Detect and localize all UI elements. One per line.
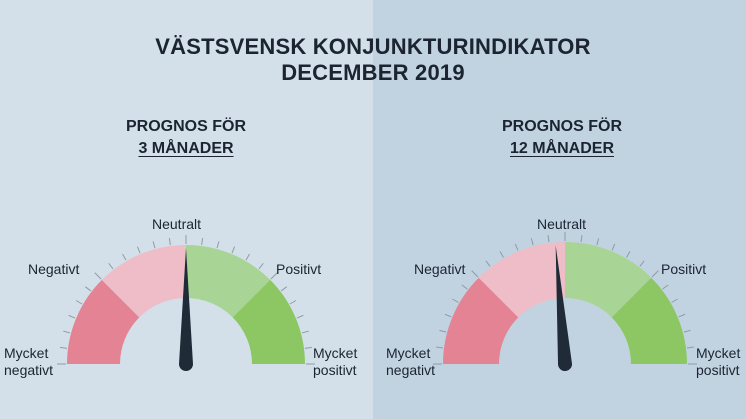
- gauge-tick: [84, 286, 92, 292]
- gauge-tick: [651, 270, 659, 278]
- label-neutral: Neutralt: [152, 216, 202, 232]
- gauge-tick: [471, 270, 479, 278]
- gauge-tick: [683, 329, 691, 333]
- gauge-tick: [296, 314, 304, 319]
- label-very-positive: Mycket positivt: [313, 345, 358, 378]
- gauge-tick: [108, 262, 114, 270]
- gauge-tick: [671, 298, 678, 303]
- gauge-tick: [245, 253, 250, 261]
- gauge-tick: [686, 346, 694, 349]
- gauge-tick: [136, 246, 141, 254]
- label-positive: Positivt: [276, 261, 322, 277]
- segment-very-positive: [232, 279, 305, 364]
- gauge-tick: [304, 346, 312, 349]
- page-title: VÄSTSVENSK KONJUNKTURINDIKATOR: [155, 34, 591, 59]
- gauge-tick: [216, 241, 220, 249]
- forecast-heading-line1: PROGNOS FÖR: [125, 118, 246, 135]
- gauge-tick: [452, 298, 459, 303]
- gauge-tick: [168, 238, 171, 246]
- gauge-tick: [639, 260, 645, 267]
- gauge-tick: [461, 284, 468, 290]
- gauge-tick: [439, 329, 447, 333]
- gauge-tick: [63, 330, 71, 334]
- segment-very-negative: [67, 279, 140, 364]
- gauge-tick: [436, 346, 444, 349]
- gauge-tick: [444, 313, 452, 318]
- gauge-3-months: Neutralt Negativt Positivt Mycket negati…: [0, 200, 373, 380]
- gauge-tick: [68, 314, 76, 319]
- label-positive: Positivt: [661, 261, 707, 277]
- gauge-tick: [485, 260, 491, 267]
- gauge-tick: [499, 251, 504, 258]
- forecast-period: 12 MÅNADER: [509, 140, 614, 157]
- gauge-tick: [547, 235, 550, 243]
- forecast-heading-3-months: PROGNOS FÖR 3 MÅNADER: [66, 116, 306, 160]
- label-negative: Negativt: [414, 261, 466, 277]
- segment-very-positive: [611, 277, 687, 364]
- gauge-tick: [75, 300, 83, 305]
- label-very-negative: Mycket negativt: [4, 345, 54, 378]
- forecast-heading-12-months: PROGNOS FÖR 12 MÅNADER: [442, 116, 682, 160]
- segment-negative: [101, 245, 186, 318]
- gauge-tick: [611, 243, 616, 251]
- gauge-tick: [201, 238, 204, 246]
- forecast-heading-line1: PROGNOS FÖR: [501, 118, 622, 135]
- segment-positive: [565, 242, 652, 318]
- gauge-tick: [270, 272, 278, 280]
- gauge-tick: [580, 235, 583, 243]
- gauge-ticks: [433, 232, 697, 365]
- segment-very-negative: [443, 277, 519, 364]
- gauge-tick: [94, 272, 102, 280]
- gauge-needle: [555, 245, 572, 371]
- gauge-tick: [301, 330, 309, 334]
- label-very-positive: Mycket positivt: [696, 345, 741, 378]
- gauge-svg: [433, 232, 697, 371]
- gauge-tick: [596, 238, 600, 246]
- segment-negative: [478, 242, 565, 318]
- gauge-svg: [57, 235, 315, 371]
- gauge-12-months: Neutralt Negativt Positivt Mycket negati…: [373, 200, 746, 380]
- page-subtitle: DECEMBER 2019: [281, 60, 465, 85]
- gauge-tick: [678, 313, 686, 318]
- gauge-tick: [231, 246, 236, 254]
- label-neutral: Neutralt: [537, 216, 587, 232]
- gauge-tick: [60, 346, 68, 349]
- gauge-ticks: [57, 235, 315, 365]
- gauge-tick: [280, 286, 288, 292]
- forecast-period: 3 MÅNADER: [138, 140, 234, 157]
- segment-positive: [186, 245, 271, 318]
- gauge-needle: [179, 248, 193, 371]
- gauge-tick: [530, 238, 534, 246]
- label-very-negative: Mycket negativt: [386, 345, 436, 378]
- gauge-tick: [258, 262, 264, 270]
- gauge-tick: [662, 284, 669, 290]
- label-negative: Negativt: [28, 261, 80, 277]
- gauge-tick: [626, 251, 631, 258]
- gauge-tick: [122, 253, 127, 261]
- gauge-tick: [289, 300, 297, 305]
- gauge-tick: [514, 243, 519, 251]
- gauge-tick: [152, 241, 156, 249]
